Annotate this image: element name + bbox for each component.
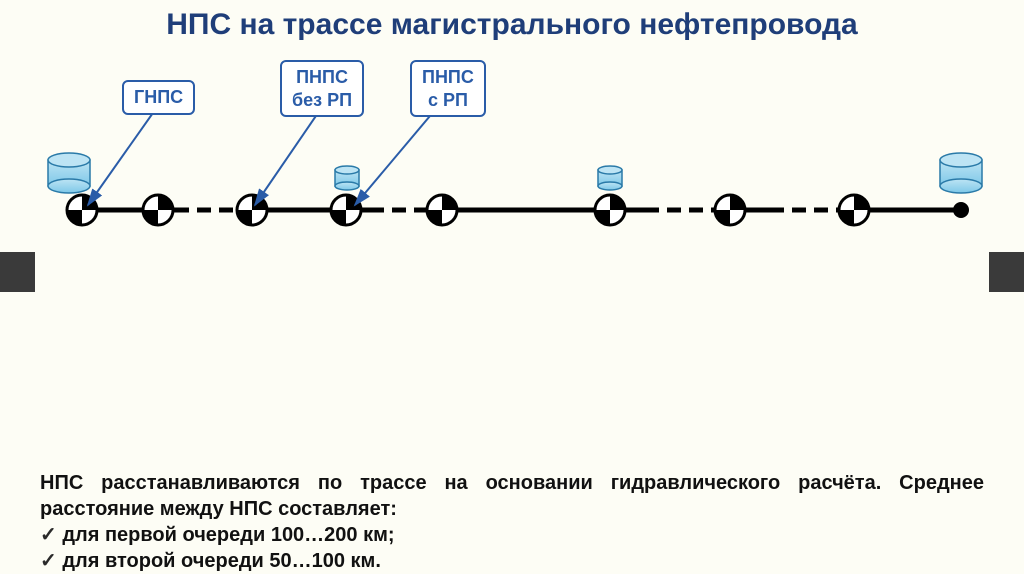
page-title: НПС на трассе магистрального нефтепровод… [0, 0, 1024, 42]
bullet-2: для второй очереди 50…100 км. [40, 548, 984, 574]
pipeline-diagram: ГНПС ПНПСбез РП ПНПСс РП [30, 50, 990, 300]
label-pnps-s-rp: ПНПСс РП [410, 60, 486, 117]
description-paragraph: НПС расстанавливаются по трассе на основ… [40, 470, 984, 522]
label-pnps-bez-rp: ПНПСбез РП [280, 60, 364, 117]
description-block: НПС расстанавливаются по трассе на основ… [40, 470, 984, 574]
label-gnps: ГНПС [122, 80, 195, 115]
decor-right-bar [989, 252, 1024, 292]
bullet-1: для первой очереди 100…200 км; [40, 522, 984, 548]
